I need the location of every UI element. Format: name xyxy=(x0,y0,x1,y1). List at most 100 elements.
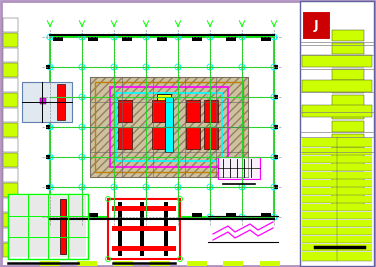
Bar xyxy=(209,215,211,218)
Bar xyxy=(3,108,18,122)
Bar xyxy=(241,36,244,38)
Bar xyxy=(77,261,97,266)
Bar xyxy=(176,125,179,128)
Bar xyxy=(49,155,52,159)
Bar xyxy=(218,157,260,179)
Bar xyxy=(3,63,18,77)
Bar xyxy=(176,36,179,38)
Bar xyxy=(273,215,276,218)
Bar xyxy=(302,55,372,67)
Bar xyxy=(302,236,372,243)
Bar xyxy=(3,123,18,137)
Bar xyxy=(88,37,98,41)
Bar xyxy=(332,56,364,67)
Bar xyxy=(152,127,166,149)
Bar xyxy=(302,188,372,195)
Bar xyxy=(204,127,218,149)
Bar xyxy=(50,37,274,217)
Bar xyxy=(302,180,372,187)
Bar xyxy=(241,215,244,218)
Bar xyxy=(3,213,18,227)
Bar xyxy=(223,261,243,266)
Bar xyxy=(49,36,52,38)
Bar xyxy=(53,37,63,41)
Bar xyxy=(49,65,52,69)
Bar xyxy=(332,147,364,158)
Bar xyxy=(3,228,18,242)
Text: J: J xyxy=(314,18,318,32)
Bar xyxy=(176,215,179,218)
Bar xyxy=(3,168,18,182)
Bar xyxy=(209,65,211,69)
Bar xyxy=(49,125,52,128)
Bar xyxy=(144,215,147,218)
Bar xyxy=(144,65,147,69)
Bar xyxy=(60,199,66,254)
Bar xyxy=(8,194,88,259)
Bar xyxy=(3,48,18,62)
Bar xyxy=(302,80,372,92)
Bar xyxy=(80,155,83,159)
Bar xyxy=(302,196,372,203)
Bar xyxy=(332,108,364,119)
Bar xyxy=(332,121,364,132)
Bar xyxy=(302,105,372,117)
Bar xyxy=(118,100,132,122)
Bar xyxy=(46,155,50,159)
Bar xyxy=(241,155,244,159)
Bar xyxy=(273,125,276,128)
Bar xyxy=(241,96,244,99)
Bar xyxy=(186,127,200,149)
Bar xyxy=(150,261,170,266)
Bar xyxy=(209,186,211,189)
Bar xyxy=(3,198,18,212)
Bar xyxy=(10,196,86,257)
Bar xyxy=(22,7,292,262)
Bar xyxy=(46,95,50,99)
Bar xyxy=(112,36,115,38)
Bar xyxy=(3,93,18,107)
Bar xyxy=(274,185,278,189)
Bar xyxy=(3,243,18,257)
Bar xyxy=(302,156,372,163)
Bar xyxy=(209,155,211,159)
Bar xyxy=(144,96,147,99)
Bar xyxy=(302,228,372,235)
Bar xyxy=(118,202,122,256)
Bar xyxy=(57,84,65,120)
Bar xyxy=(241,65,244,69)
Bar xyxy=(204,100,218,122)
Bar xyxy=(274,65,278,69)
Bar xyxy=(332,134,364,145)
Bar xyxy=(112,65,115,69)
Bar xyxy=(46,185,50,189)
Bar xyxy=(241,125,244,128)
Bar xyxy=(112,215,115,218)
Bar xyxy=(176,96,179,99)
Bar xyxy=(302,212,372,219)
Bar xyxy=(274,125,278,129)
Bar xyxy=(144,125,147,128)
Bar xyxy=(332,186,364,197)
Bar xyxy=(112,206,176,211)
Bar xyxy=(112,246,176,251)
Bar xyxy=(80,36,83,38)
Bar xyxy=(112,226,176,231)
Bar xyxy=(176,65,179,69)
Bar xyxy=(273,155,276,159)
Bar xyxy=(176,186,179,189)
Bar xyxy=(95,82,243,172)
Bar xyxy=(302,11,330,39)
Bar xyxy=(90,77,248,177)
Bar xyxy=(260,261,280,266)
Bar xyxy=(332,95,364,106)
Bar xyxy=(80,125,83,128)
Bar xyxy=(209,36,211,38)
Bar xyxy=(157,213,167,217)
Bar xyxy=(110,87,228,167)
Bar xyxy=(40,98,46,104)
Bar xyxy=(46,65,50,69)
Bar xyxy=(116,93,222,161)
Bar xyxy=(241,186,244,189)
Bar xyxy=(332,82,364,93)
